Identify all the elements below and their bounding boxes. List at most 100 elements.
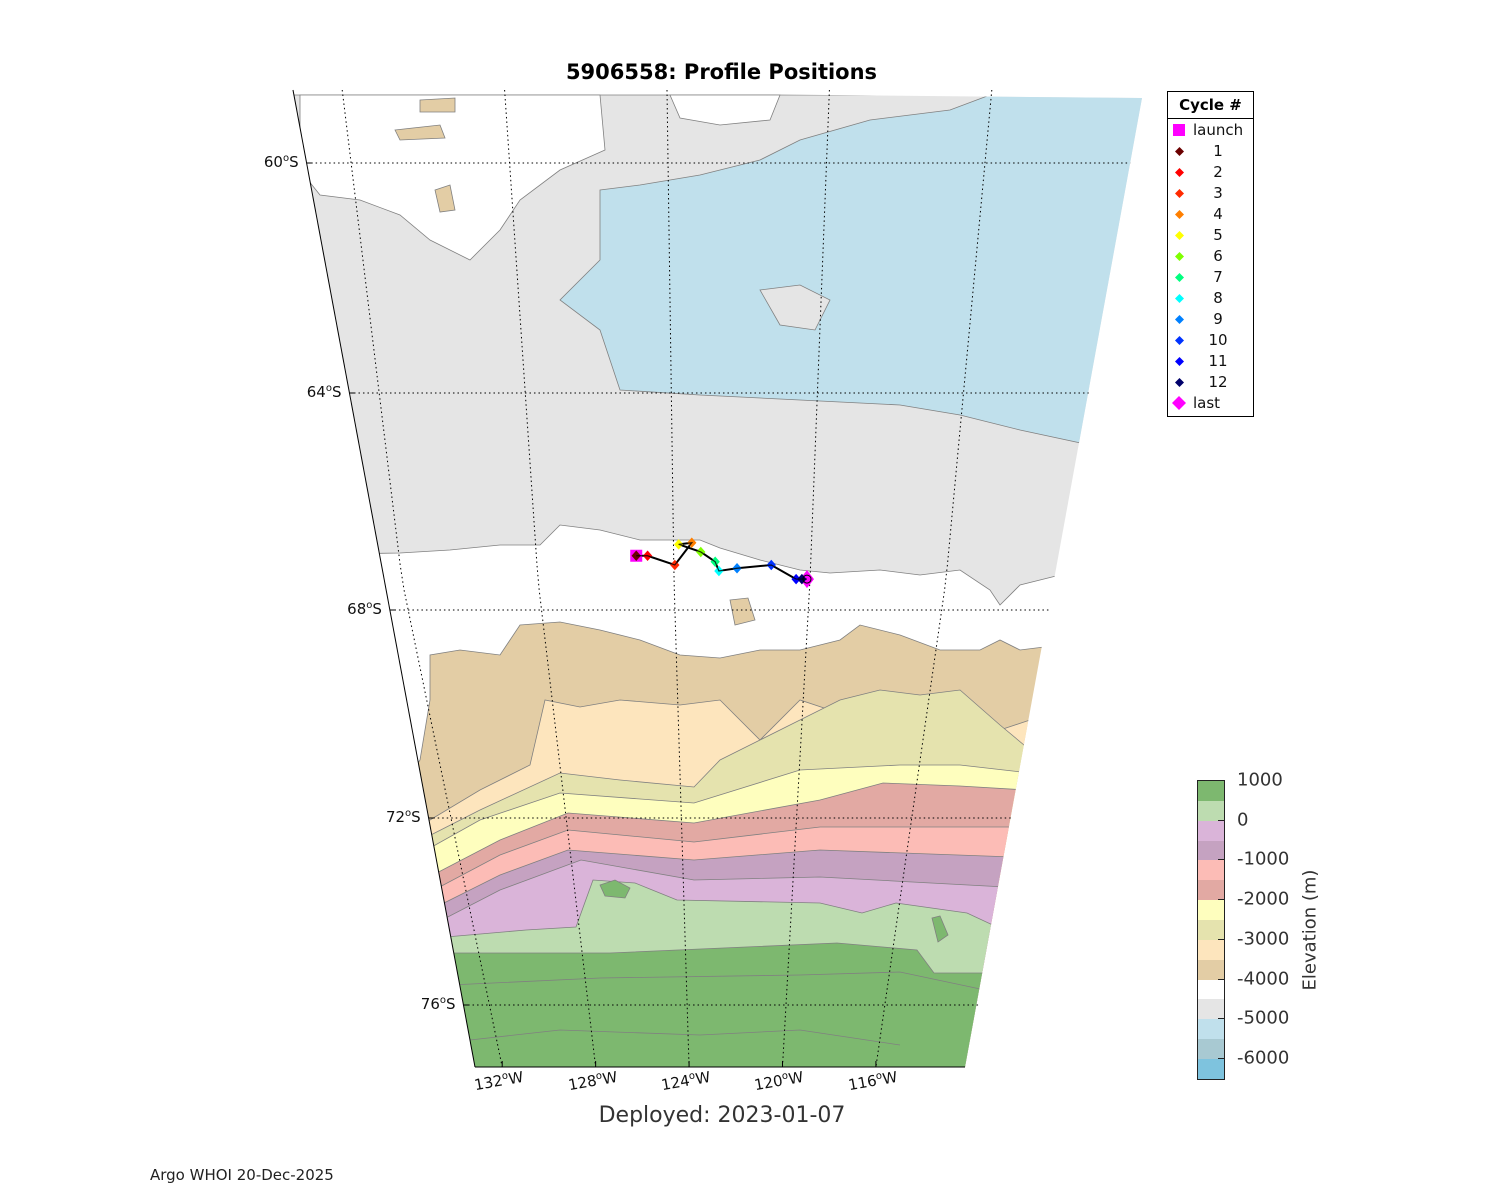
track-line-overlay [636,541,807,580]
legend-item-1: 1 [1168,141,1253,162]
colorbar-segment [1198,999,1224,1020]
lat-tick-label: 68oS [347,600,382,618]
legend-label: 1 [1213,142,1223,160]
colorbar-tick-label: -4000 [1237,968,1290,990]
bathymetry-contours [293,90,1142,1067]
contour-green-island [599,879,631,899]
legend-item-10: 10 [1168,330,1253,351]
meridian-gridline [666,89,690,1068]
colorbar-tick-label: 1000 [1237,769,1283,791]
colorbar-segment [1198,820,1224,841]
last-position-ring [802,574,812,584]
lat-tick-label: 76oS [420,995,456,1013]
legend-label: 10 [1208,331,1228,349]
diamond-marker-icon [1175,378,1184,387]
diamond-marker-icon [1175,252,1184,261]
colorbar-segment [1198,959,1224,980]
contour-blue [559,94,1142,446]
diamond-marker-icon [1175,273,1184,282]
contour-tan-blob-3 [434,184,456,213]
legend-label: 9 [1213,310,1223,328]
legend-label: 8 [1213,289,1223,307]
deployed-date: Deployed: 2023-01-07 [598,1103,846,1128]
colorbar [1197,780,1225,1080]
diamond-marker-icon [1175,294,1184,303]
colorbar-tick [1218,780,1224,781]
legend-label: 2 [1213,163,1223,181]
meridian-gridline [875,89,993,1068]
colorbar-tick-label: -2000 [1237,888,1290,910]
legend-label: 6 [1213,247,1223,265]
graticule [306,89,1131,1068]
colorbar-segment [1198,1059,1224,1079]
legend-item-8: 8 [1168,288,1253,309]
meridian-gridline [781,89,830,1068]
colorbar-segment [1198,939,1224,960]
colorbar-segment [1198,979,1224,1000]
legend-label: 3 [1213,184,1223,202]
legend-label: 5 [1213,226,1223,244]
diamond-marker-icon [1175,210,1184,219]
diamond-marker-icon [1175,315,1184,324]
contour-gray-island [759,284,831,331]
colorbar-tick [1218,899,1224,901]
colorbar-tick-label: 0 [1237,809,1249,831]
legend-label: 7 [1213,268,1223,286]
contour-green-line-2 [469,1029,901,1046]
legend-label: 11 [1208,352,1228,370]
lat-tick-label: 72oS [385,808,421,826]
legend: Cycle # launch 1 2 3 4 5 6 7 8 9 10 11 12 last [1167,91,1254,417]
footer-credit: Argo WHOI 20-Dec-2025 [150,1166,334,1184]
diamond-marker-icon [1172,396,1186,410]
diamond-marker-icon [1175,189,1184,198]
legend-item-11: 11 [1168,351,1253,372]
colorbar-segment [1198,860,1224,881]
legend-label: 4 [1213,205,1223,223]
contour-white-patch-2 [669,94,781,126]
colorbar-segment [1198,920,1224,940]
colorbar-segment [1198,840,1224,861]
lat-tick-label: 60oS [263,153,299,171]
colorbar-tick [1218,938,1224,940]
colorbar-segment [1198,900,1224,921]
contour-green [399,942,1142,1067]
contour-tan-blob [394,124,446,141]
square-marker-icon [1173,124,1185,136]
colorbar-tick [1218,1058,1224,1060]
contour-tan-blob-2 [419,97,456,113]
colorbar-segment [1198,800,1224,821]
meridian-gridline [504,89,597,1068]
colorbar-segment [1198,781,1224,801]
legend-item-launch: launch [1168,120,1253,141]
legend-item-7: 7 [1168,267,1253,288]
legend-item-5: 5 [1168,225,1253,246]
lat-tick-label: 64oS [306,383,342,401]
colorbar-tick [1218,978,1224,980]
diamond-marker-icon [1175,147,1184,156]
legend-item-4: 4 [1168,204,1253,225]
legend-item-last: last [1168,393,1253,414]
float-track [630,537,814,589]
legend-item-3: 3 [1168,183,1253,204]
chart-title: 5906558: Profile Positions [565,60,878,84]
colorbar-tick [1218,859,1224,861]
meridian-gridline [341,89,503,1068]
legend-item-9: 9 [1168,309,1253,330]
contour-green-line [449,971,986,991]
colorbar-tick-label: -6000 [1237,1047,1290,1069]
legend-item-12: 12 [1168,372,1253,393]
colorbar-segment [1198,1039,1224,1060]
colorbar-segment [1198,880,1224,901]
legend-item-2: 2 [1168,162,1253,183]
legend-label: launch [1193,121,1244,139]
colorbar-segment [1198,1019,1224,1040]
colorbar-tick [1218,1018,1224,1020]
colorbar-tick-label: -5000 [1237,1007,1290,1029]
legend-title: Cycle # [1168,92,1253,119]
legend-label: last [1193,394,1221,412]
contour-white-patch [299,94,606,261]
contour-green-island-2 [931,915,949,943]
legend-item-6: 6 [1168,246,1253,267]
contour-tan-seamount [729,597,756,626]
left-axis [292,89,476,1068]
